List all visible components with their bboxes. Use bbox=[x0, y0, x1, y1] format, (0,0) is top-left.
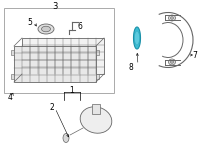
Ellipse shape bbox=[134, 31, 140, 45]
Ellipse shape bbox=[63, 133, 69, 142]
Text: 2: 2 bbox=[49, 103, 54, 112]
Ellipse shape bbox=[80, 107, 112, 133]
Bar bbox=[92, 104, 100, 114]
Ellipse shape bbox=[170, 61, 174, 63]
Polygon shape bbox=[134, 27, 140, 49]
Text: 1: 1 bbox=[70, 86, 74, 95]
Text: 5: 5 bbox=[27, 17, 32, 26]
Text: 6: 6 bbox=[78, 21, 83, 30]
Bar bbox=[11, 50, 14, 55]
Ellipse shape bbox=[168, 59, 176, 65]
Bar bbox=[11, 74, 14, 79]
Text: 7: 7 bbox=[192, 51, 197, 60]
Bar bbox=[4, 8, 114, 93]
Text: 3: 3 bbox=[52, 1, 58, 10]
Text: 8: 8 bbox=[129, 62, 133, 71]
Bar bbox=[96, 50, 99, 55]
Ellipse shape bbox=[170, 17, 174, 19]
Bar bbox=[96, 74, 99, 79]
Bar bbox=[14, 46, 96, 82]
Ellipse shape bbox=[168, 15, 176, 21]
Text: 4: 4 bbox=[8, 92, 12, 101]
Ellipse shape bbox=[38, 24, 54, 34]
Ellipse shape bbox=[42, 26, 50, 32]
Bar bbox=[22, 38, 104, 74]
